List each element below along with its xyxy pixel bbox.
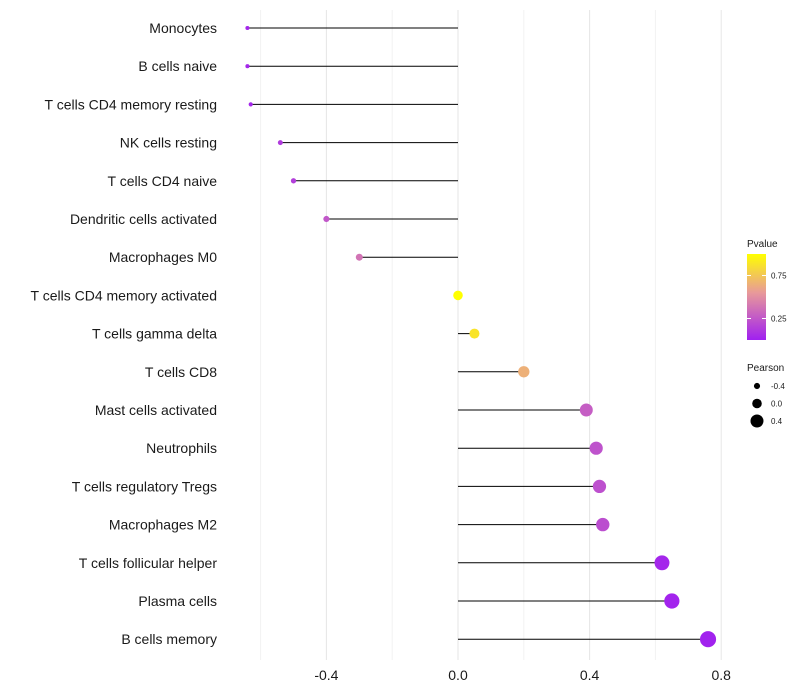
pearson-size-dot [753,382,761,390]
lollipop-dot [355,253,363,261]
pearson-size-dot [750,414,764,428]
lollipop-dot [589,441,603,455]
category-label: Monocytes [149,20,217,36]
pvalue-legend-title: Pvalue [747,239,778,250]
category-label: Mast cells activated [95,402,217,418]
lollipop-dot [518,366,530,378]
pvalue-tick-label: 0.75 [771,272,787,281]
category-label: T cells CD4 memory resting [45,96,217,112]
pearson-size-label: 0.4 [771,417,783,426]
x-tick-label: 0.8 [711,667,731,683]
pvalue-legend: Pvalue 0.25 0.75 [747,239,787,340]
category-label: T cells gamma delta [92,326,217,342]
lollipop-dot [453,290,463,301]
category-label: Macrophages M0 [109,249,217,265]
lollipop-dot [277,140,283,146]
category-label: Dendritic cells activated [70,211,217,227]
x-tick-label: 0.4 [580,667,600,683]
lollipop-dot [323,215,330,223]
category-label: T cells CD8 [145,364,217,380]
lollipop-dot [664,593,680,609]
x-tick-label: -0.4 [314,667,338,683]
lollipop-dot [248,102,253,107]
pearson-legend: Pearson -0.4 0.0 0.4 [747,363,785,428]
lollipop-dot [592,479,607,494]
lollipop-dot [654,555,670,571]
category-label: B cells naive [138,58,217,74]
pearson-size-label: -0.4 [771,382,785,391]
category-label: T cells CD4 naive [108,173,218,189]
lollipop-dots [245,25,717,648]
category-label: Neutrophils [146,440,217,456]
lollipop-dot [290,178,297,184]
pearson-size-dot [752,398,762,409]
lollipop-dot [596,517,610,532]
lollipop-dot [699,631,717,648]
category-label: T cells regulatory Tregs [72,478,217,494]
lollipop-dot [469,328,480,339]
category-label: Plasma cells [138,593,217,609]
grid-lines [260,10,722,660]
x-tick-label: 0.0 [448,667,468,683]
category-label: NK cells resting [120,135,217,151]
category-label: T cells follicular helper [79,555,218,571]
pvalue-tick-label: 0.25 [771,315,787,324]
lollipop-dot [245,25,250,31]
category-label: B cells memory [121,631,217,647]
lollipop-dot [579,403,593,417]
lollipop-dot [245,64,250,69]
x-axis-tick-labels: -0.4 0.0 0.4 0.8 [314,667,731,683]
category-labels: Monocytes B cells naive T cells CD4 memory… [31,20,218,647]
category-label: T cells CD4 memory activated [31,287,217,303]
lollipop-stems [247,27,709,640]
category-label: Macrophages M2 [109,517,217,533]
pearson-size-label: 0.0 [771,400,783,409]
pearson-legend-title: Pearson [747,363,784,374]
pvalue-colorbar [747,254,766,340]
